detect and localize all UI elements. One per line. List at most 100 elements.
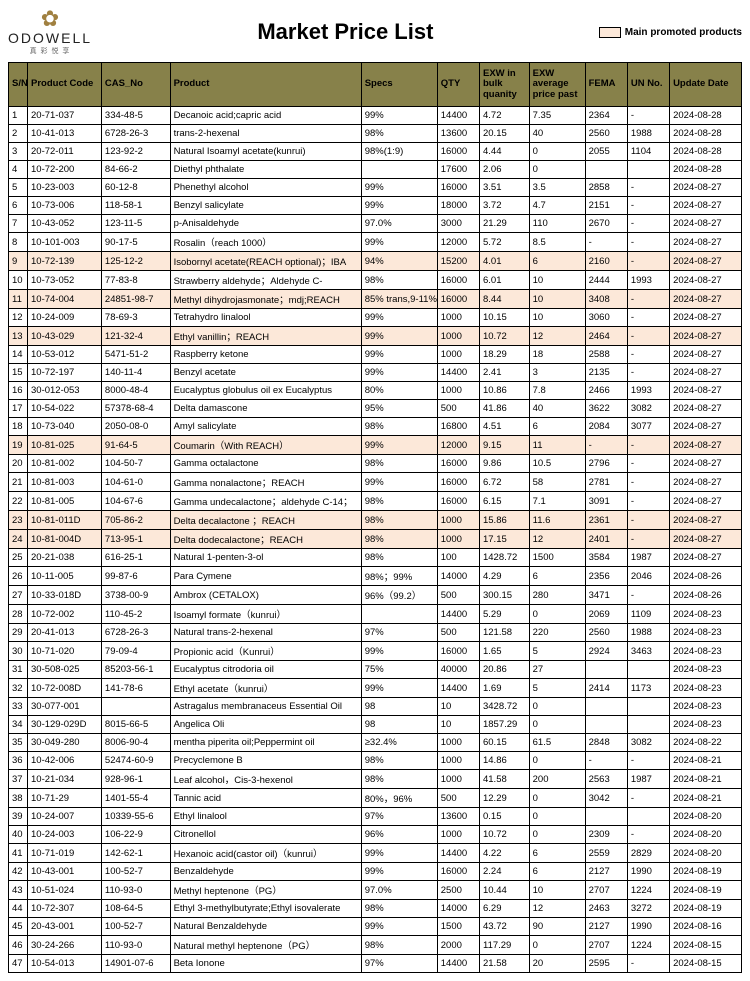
cell-un: 1987 xyxy=(627,770,669,789)
cell-sn: 38 xyxy=(9,789,28,808)
cell-date: 2024-08-19 xyxy=(670,863,742,881)
cell-code: 30-077-001 xyxy=(28,698,102,716)
cell-cas: 52474-60-9 xyxy=(101,752,170,770)
cell-product: Tannic acid xyxy=(170,789,361,808)
cell-un: - xyxy=(627,473,669,492)
cell-bulk: 20.86 xyxy=(479,661,529,679)
cell-qty: 14400 xyxy=(437,955,479,973)
cell-avg: 0 xyxy=(529,752,585,770)
table-row: 320-72-011123-92-2Natural Isoamyl acetat… xyxy=(9,143,742,161)
cell-qty: 16000 xyxy=(437,863,479,881)
cell-un: - xyxy=(627,309,669,327)
cell-fema: 3042 xyxy=(585,789,627,808)
cell-bulk: 117.29 xyxy=(479,936,529,955)
col-specs: Specs xyxy=(361,63,437,107)
cell-avg: 18 xyxy=(529,346,585,364)
cell-product: Precyclemone B xyxy=(170,752,361,770)
col-cas: CAS_No xyxy=(101,63,170,107)
cell-code: 10-42-006 xyxy=(28,752,102,770)
cell-sn: 19 xyxy=(9,436,28,455)
table-row: 1410-53-0125471-51-2Raspberry ketone99%1… xyxy=(9,346,742,364)
cell-sn: 20 xyxy=(9,455,28,473)
cell-un: - xyxy=(627,955,669,973)
cell-date: 2024-08-27 xyxy=(670,215,742,233)
cell-date: 2024-08-20 xyxy=(670,844,742,863)
cell-code: 10-43-001 xyxy=(28,863,102,881)
cell-avg: 6 xyxy=(529,844,585,863)
cell-sn: 18 xyxy=(9,418,28,436)
cell-bulk: 4.72 xyxy=(479,107,529,125)
legend-label: Main promoted products xyxy=(625,27,742,38)
cell-date: 2024-08-23 xyxy=(670,624,742,642)
cell-code: 10-54-022 xyxy=(28,400,102,418)
cell-avg: 280 xyxy=(529,586,585,605)
cell-specs: 96% xyxy=(361,826,437,844)
cell-bulk: 10.44 xyxy=(479,881,529,900)
cell-cas: 104-50-7 xyxy=(101,455,170,473)
table-row: 1010-73-05277-83-8Strawberry aldehyde；Al… xyxy=(9,271,742,290)
table-row: 2810-72-002110-45-2Isoamyl formate（kunru… xyxy=(9,605,742,624)
cell-fema: 2781 xyxy=(585,473,627,492)
cell-qty: 13600 xyxy=(437,125,479,143)
cell-avg: 10 xyxy=(529,881,585,900)
cell-specs: 99% xyxy=(361,327,437,346)
cell-fema: 3471 xyxy=(585,586,627,605)
cell-specs: 99% xyxy=(361,473,437,492)
cell-avg: 90 xyxy=(529,918,585,936)
table-row: 4310-51-024110-93-0Methyl heptenone（PG）9… xyxy=(9,881,742,900)
cell-un: 1173 xyxy=(627,679,669,698)
cell-avg: 20 xyxy=(529,955,585,973)
cell-code: 10-74-004 xyxy=(28,290,102,309)
table-row: 2210-81-005104-67-6Gamma undecalactone；a… xyxy=(9,492,742,511)
cell-product: Ambrox (CETALOX) xyxy=(170,586,361,605)
cell-fema: 2084 xyxy=(585,418,627,436)
table-row: 1510-72-197140-11-4Benzyl acetate99%1440… xyxy=(9,364,742,382)
cell-product: Ethyl acetate（kunrui） xyxy=(170,679,361,698)
cell-bulk: 9.86 xyxy=(479,455,529,473)
cell-un: - xyxy=(627,290,669,309)
cell-code: 10-73-052 xyxy=(28,271,102,290)
cell-avg: 0 xyxy=(529,698,585,716)
cell-sn: 47 xyxy=(9,955,28,973)
cell-un: - xyxy=(627,346,669,364)
table-row: 2920-41-0136728-26-3Natural trans-2-hexe… xyxy=(9,624,742,642)
table-row: 4210-43-001100-52-7Benzaldehyde99%160002… xyxy=(9,863,742,881)
cell-date: 2024-08-27 xyxy=(670,233,742,252)
cell-sn: 14 xyxy=(9,346,28,364)
cell-date: 2024-08-27 xyxy=(670,511,742,530)
cell-date: 2024-08-23 xyxy=(670,716,742,734)
cell-cas: 104-67-6 xyxy=(101,492,170,511)
cell-product: Coumarin（With REACH） xyxy=(170,436,361,455)
cell-date: 2024-08-27 xyxy=(670,309,742,327)
cell-sn: 3 xyxy=(9,143,28,161)
cell-qty: 1000 xyxy=(437,734,479,752)
cell-specs: 99% xyxy=(361,863,437,881)
cell-cas: 3738-00-9 xyxy=(101,586,170,605)
cell-specs: 97% xyxy=(361,955,437,973)
cell-code: 20-21-038 xyxy=(28,549,102,567)
cell-avg: 5 xyxy=(529,642,585,661)
cell-fema: 2160 xyxy=(585,252,627,271)
cell-sn: 31 xyxy=(9,661,28,679)
cell-avg: 6 xyxy=(529,418,585,436)
cell-specs: 99% xyxy=(361,197,437,215)
cell-avg: 1500 xyxy=(529,549,585,567)
cell-fema xyxy=(585,698,627,716)
cell-code: 10-53-012 xyxy=(28,346,102,364)
table-row: 4520-43-001100-52-7Natural Benzaldehyde9… xyxy=(9,918,742,936)
table-row: 4410-72-307108-64-5Ethyl 3-methylbutyrat… xyxy=(9,900,742,918)
cell-bulk: 5.72 xyxy=(479,233,529,252)
table-row: 3010-71-02079-09-4Propionic acid（Kunrui）… xyxy=(9,642,742,661)
cell-qty: 14000 xyxy=(437,900,479,918)
cell-date: 2024-08-19 xyxy=(670,900,742,918)
table-row: 1810-73-0402050-08-0Amyl salicylate98%16… xyxy=(9,418,742,436)
cell-qty: 100 xyxy=(437,549,479,567)
cell-qty: 16000 xyxy=(437,455,479,473)
table-row: 410-72-20084-66-2Diethyl phthalate176002… xyxy=(9,161,742,179)
cell-code: 10-72-307 xyxy=(28,900,102,918)
cell-qty: 16000 xyxy=(437,492,479,511)
cell-qty: 500 xyxy=(437,400,479,418)
cell-un: 1990 xyxy=(627,863,669,881)
cell-avg: 10.5 xyxy=(529,455,585,473)
cell-sn: 11 xyxy=(9,290,28,309)
